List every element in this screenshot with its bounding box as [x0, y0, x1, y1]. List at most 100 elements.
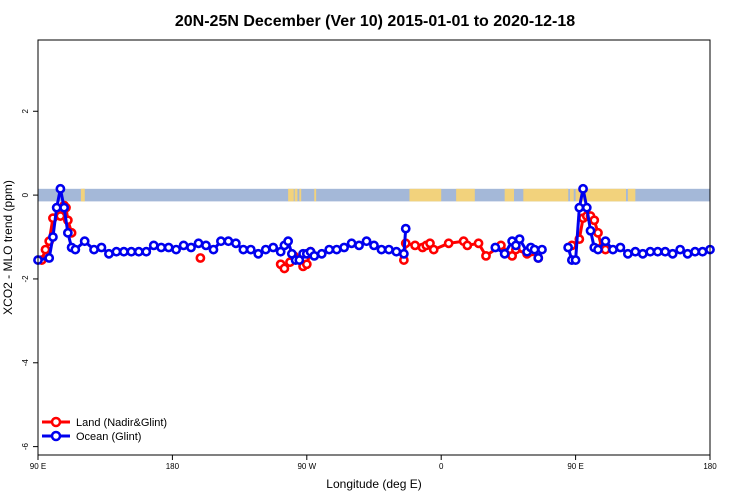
y-axis: -6 -4 -2 0 2: [21, 108, 38, 450]
land-patch: [504, 188, 514, 202]
data-point: [690, 246, 700, 257]
data-point: [62, 227, 73, 238]
data-point: [514, 234, 525, 245]
data-point: [223, 236, 234, 247]
y-tick-label: -4: [21, 359, 30, 367]
land-patch: [409, 188, 442, 202]
data-point: [537, 244, 547, 255]
data-point: [630, 246, 641, 257]
data-point: [96, 242, 107, 253]
data-point: [346, 238, 357, 249]
data-point: [89, 244, 99, 255]
data-point: [391, 246, 402, 257]
data-point: [309, 250, 320, 261]
data-point: [324, 244, 335, 255]
data-point: [398, 248, 409, 259]
legend-label-land: Land (Nadir&Glint): [76, 417, 167, 429]
data-point: [133, 246, 144, 257]
data-point: [44, 253, 55, 263]
x-tick-label: 90 W: [297, 462, 316, 471]
data-point: [529, 244, 540, 255]
land-patch: [456, 188, 475, 202]
legend: Land (Nadir&Glint) Ocean (Glint): [42, 416, 167, 443]
data-point: [593, 227, 603, 238]
data-point: [490, 242, 501, 253]
data-point: [600, 244, 611, 255]
data-point: [600, 236, 611, 247]
data-point: [55, 183, 66, 194]
data-point: [171, 244, 182, 255]
land-patch: [523, 188, 569, 202]
data-point: [253, 248, 264, 259]
data-point: [428, 244, 439, 255]
data-point: [682, 248, 693, 259]
data-point: [410, 240, 420, 251]
land-patch: [288, 188, 294, 202]
data-point: [578, 183, 588, 194]
data-point: [462, 240, 473, 251]
y-tick-label: -2: [21, 275, 30, 283]
x-tick-label: 180: [703, 462, 717, 471]
data-point: [574, 202, 585, 213]
data-point: [156, 242, 167, 253]
data-point: [141, 246, 152, 257]
land-patch: [627, 188, 636, 202]
data-point: [268, 242, 279, 253]
data-point: [589, 215, 600, 226]
land-patch: [314, 188, 317, 202]
data-point: [178, 240, 189, 251]
data-point: [186, 242, 196, 253]
data-point: [301, 259, 312, 270]
data-point: [193, 238, 204, 249]
y-tick-label: 2: [21, 108, 30, 113]
series-line-segment: [574, 207, 581, 261]
data-point: [652, 246, 663, 257]
data-point: [354, 240, 364, 251]
data-point: [201, 240, 211, 251]
data-point: [615, 242, 626, 253]
series-line-segment: [51, 207, 59, 238]
series-layer: [33, 183, 715, 274]
data-point: [369, 240, 379, 251]
data-point: [111, 246, 122, 257]
y-axis-label: XCO2 - MLO trend (ppm): [1, 180, 15, 315]
data-point: [279, 263, 290, 274]
plot-frame: [37, 39, 711, 456]
data-point: [230, 238, 241, 249]
data-point: [51, 202, 62, 213]
data-point: [245, 244, 256, 255]
data-point: [443, 238, 454, 249]
land-patch: [299, 188, 302, 202]
land-patch: [575, 188, 626, 202]
series-ocean: [33, 183, 715, 265]
data-point: [675, 244, 686, 255]
data-point: [40, 244, 51, 255]
data-point: [59, 202, 70, 213]
data-point: [608, 244, 618, 255]
y-tick-label: 0: [21, 192, 30, 197]
legend-label-ocean: Ocean (Glint): [76, 431, 141, 443]
data-point: [645, 246, 656, 257]
data-point: [316, 248, 327, 259]
data-point: [104, 248, 114, 259]
legend-item-ocean: Ocean (Glint): [42, 430, 141, 443]
data-point: [585, 225, 596, 236]
land-patch: [294, 188, 298, 202]
x-axis-label: Longitude (deg E): [326, 477, 421, 491]
series-land: [36, 200, 611, 274]
data-point: [70, 244, 81, 255]
x-tick-label: 180: [166, 462, 180, 471]
data-point: [163, 242, 174, 253]
data-point: [637, 248, 648, 259]
data-point: [400, 223, 411, 234]
data-point: [563, 242, 574, 253]
chart-title: 20N-25N December (Ver 10) 2015-01-01 to …: [175, 13, 575, 30]
land-patch: [570, 188, 574, 202]
data-point: [660, 246, 671, 257]
data-point: [79, 236, 90, 247]
x-tick-label: 90 E: [30, 462, 46, 471]
data-point: [593, 244, 603, 255]
data-point: [148, 240, 159, 251]
map-band: [38, 188, 710, 202]
data-point: [48, 232, 58, 242]
